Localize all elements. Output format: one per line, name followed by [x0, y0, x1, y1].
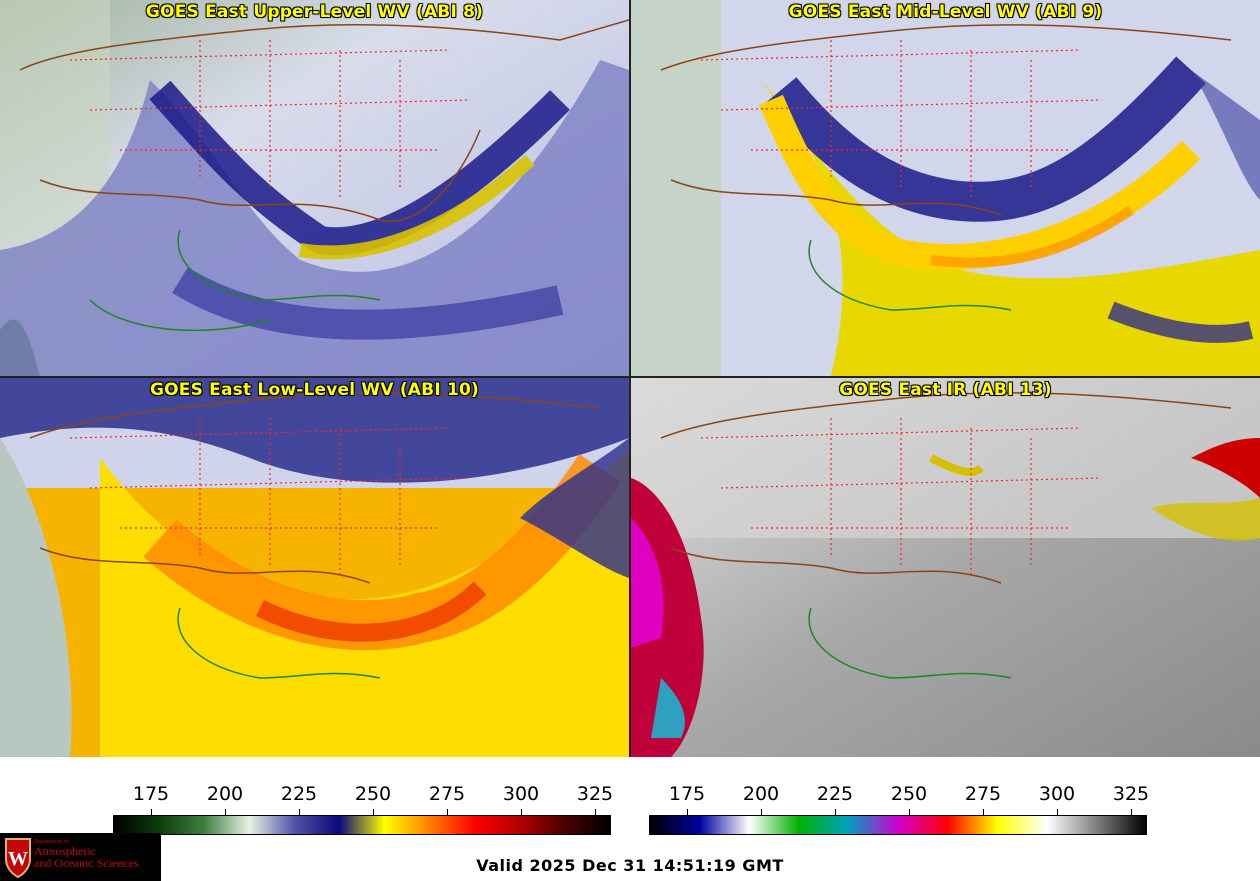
low-level-wv-image [0, 378, 629, 757]
colorbar-ir-ticks: 175 200 225 250 275 300 325 [649, 783, 1150, 815]
logo-line-1: Department of [34, 839, 69, 845]
colorbar-tick-label: 275 [964, 783, 1002, 805]
colorbar-tick-mark [299, 809, 300, 815]
colorbar-tick-label: 325 [1112, 783, 1150, 805]
colorbar-tick-label: 225 [280, 783, 318, 805]
logo-line-3: and Oceanic Sciences [34, 856, 139, 870]
logo-text: Department of Atmospheric and Oceanic Sc… [34, 839, 139, 869]
aos-logo: W Department of Atmospheric and Oceanic … [0, 833, 161, 881]
colorbar-tick-label: 175 [668, 783, 706, 805]
colorbar-tick-mark [761, 809, 762, 815]
panel-low-level-wv: GOES East Low-Level WV (ABI 10) [0, 378, 629, 757]
colorbar-tick-mark [447, 809, 448, 815]
colorbar-tick-label: 250 [354, 783, 392, 805]
colorbar-tick-label: 250 [890, 783, 928, 805]
colorbar-tick-mark [1131, 809, 1132, 815]
ir-image [631, 378, 1260, 757]
panel-title: GOES East Upper-Level WV (ABI 8) [145, 2, 484, 22]
colorbar-tick-mark [983, 809, 984, 815]
colorbar-tick-mark [595, 809, 596, 815]
colorbar-ir-gradient [649, 815, 1147, 835]
panel-title: GOES East Low-Level WV (ABI 10) [149, 380, 479, 400]
valid-time: Valid 2025 Dec 31 14:51:19 GMT [476, 856, 784, 875]
colorbar-ir: 175 200 225 250 275 300 325 [649, 783, 1150, 835]
colorbar-tick-label: 225 [816, 783, 854, 805]
colorbar-tick-label: 300 [502, 783, 540, 805]
colorbar-tick-label: 200 [206, 783, 244, 805]
colorbar-tick-mark [687, 809, 688, 815]
colorbar-tick-label: 300 [1038, 783, 1076, 805]
panel-title: GOES East Mid-Level WV (ABI 9) [788, 2, 1103, 22]
panel-divider-horizontal [0, 376, 1260, 378]
panel-title: GOES East IR (ABI 13) [839, 380, 1052, 400]
colorbar-tick-label: 200 [742, 783, 780, 805]
uw-crest-icon: W [5, 838, 31, 879]
colorbar-tick-mark [151, 809, 152, 815]
colorbar-tick-mark [225, 809, 226, 815]
logo-line-2: Atmospheric [34, 844, 96, 858]
colorbar-tick-mark [521, 809, 522, 815]
panel-upper-level-wv: GOES East Upper-Level WV (ABI 8) [0, 0, 629, 376]
colorbar-tick-mark [835, 809, 836, 815]
colorbar-tick-label: 175 [132, 783, 170, 805]
mid-level-wv-image [631, 0, 1260, 376]
colorbar-tick-label: 275 [428, 783, 466, 805]
colorbar-wv: 175 200 225 250 275 300 325 [113, 783, 614, 835]
panel-mid-level-wv: GOES East Mid-Level WV (ABI 9) [631, 0, 1260, 376]
colorbar-wv-gradient [113, 815, 611, 835]
colorbar-tick-mark [373, 809, 374, 815]
svg-text:W: W [8, 848, 28, 870]
upper-level-wv-image [0, 0, 629, 376]
colorbar-tick-mark [909, 809, 910, 815]
colorbar-wv-ticks: 175 200 225 250 275 300 325 [113, 783, 614, 815]
panel-divider-vertical [629, 0, 631, 757]
panel-ir: GOES East IR (ABI 13) [631, 378, 1260, 757]
colorbar-tick-label: 325 [576, 783, 614, 805]
colorbar-tick-mark [1057, 809, 1058, 815]
